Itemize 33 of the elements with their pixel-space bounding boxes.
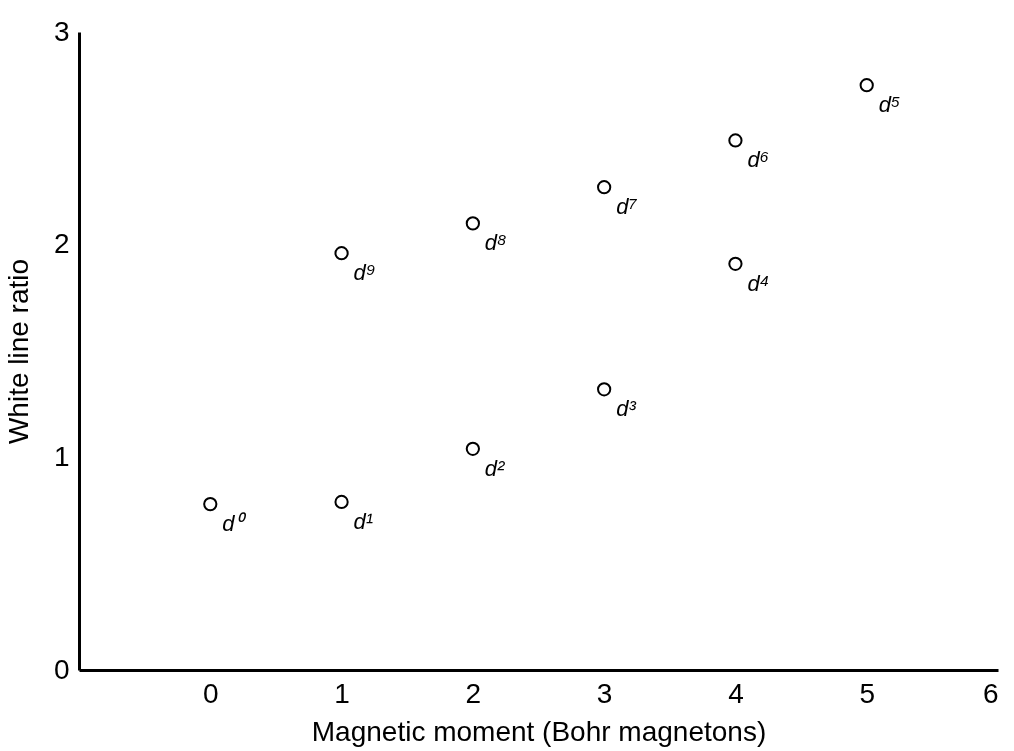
point [334,246,349,261]
annotation: d¹ [353,508,374,534]
point [203,497,218,512]
x-tick-label: 1 [334,677,350,709]
point [728,256,743,271]
point [465,441,480,456]
x-tick-label: 3 [596,677,613,709]
annotation: d⁵ [878,92,901,118]
annotation: d² [484,455,506,481]
y-tick-label: 3 [53,15,70,47]
point [334,494,349,510]
x-tick-label: 6 [982,677,999,709]
annotation: d⁴ [747,270,770,296]
annotation: d⁸ [484,230,507,256]
point [728,133,743,148]
point [597,180,612,195]
x-axis-title: Magnetic moment (Bohr magnetons) [311,715,767,747]
x-tick-label: 2 [465,677,482,709]
y-axis-title: White line ratio [2,258,34,445]
point [859,78,874,93]
annotation: d⁹ [353,260,376,286]
x-tick-label: 5 [859,677,875,709]
y-tick-label: 0 [53,653,70,685]
point [597,382,612,397]
x-tick-label: 0 [203,677,219,709]
annotation: d⁶ [747,147,769,173]
annotation: d³ [616,396,637,422]
annotation: d⁷ [616,194,638,220]
y-tick-label: 1 [53,440,70,472]
point [465,216,480,231]
y-tick-label: 2 [53,228,70,260]
annotation: d⁰ [222,511,247,537]
x-tick-label: 4 [728,677,744,709]
